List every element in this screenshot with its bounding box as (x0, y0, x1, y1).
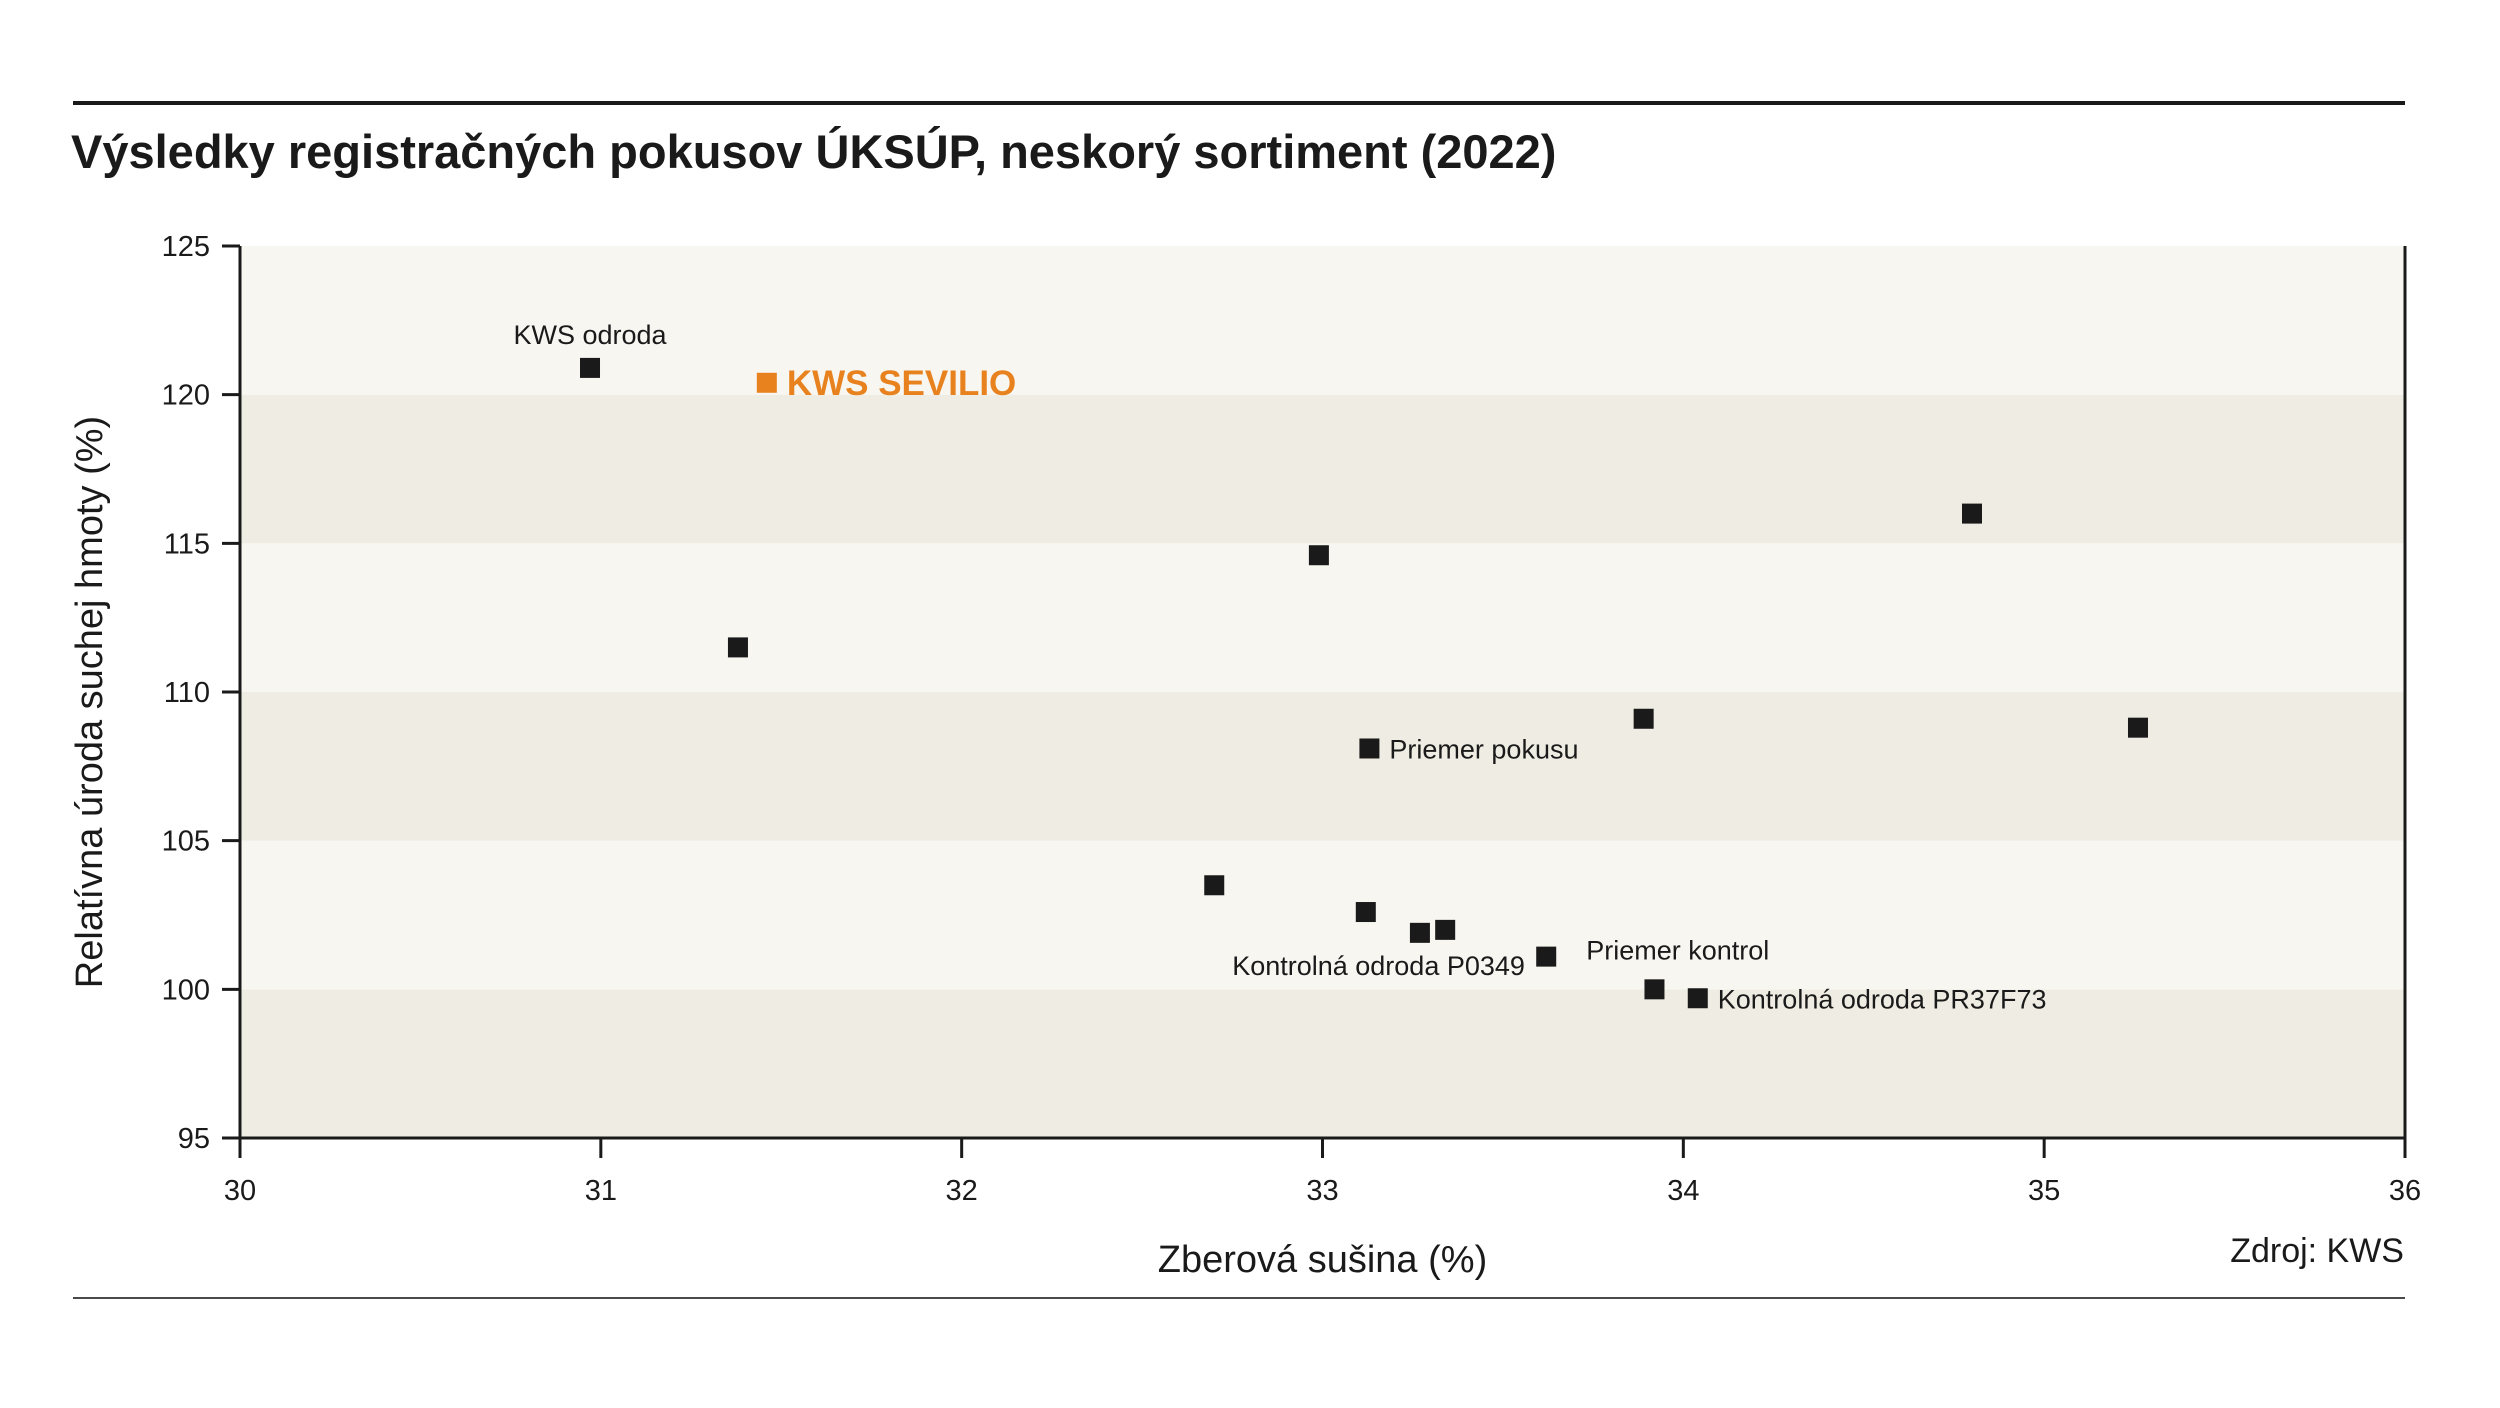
band-110-115 (240, 543, 2405, 692)
data-point-marker (1962, 503, 1982, 524)
x-tick-label: 30 (224, 1175, 256, 1207)
data-point-marker (1536, 946, 1557, 967)
y-tick-label: 120 (162, 380, 210, 412)
point-label: KWS odroda (513, 320, 667, 350)
x-tick-label: 34 (1667, 1175, 1699, 1207)
band-120-125 (240, 246, 2405, 395)
y-axis-ticks: 95 100 105 110 115 120 125 (162, 231, 240, 1155)
background-bands (240, 246, 2405, 1138)
data-point-marker (2127, 717, 2148, 738)
data-point-marker (1435, 919, 1456, 940)
data-points: KWS odroda KWS SEVILIO Priemer pokusu Kontr… (513, 320, 2148, 1014)
data-point-marker (1355, 902, 1376, 923)
band-100-105 (240, 840, 2405, 990)
y-tick-label: 115 (164, 528, 210, 560)
y-tick-label: 110 (164, 677, 210, 709)
band-115-120 (240, 394, 2405, 544)
y-tick-label: 100 (162, 974, 210, 1006)
top-rule (73, 101, 2405, 105)
y-axis-title: Relatívna úroda suchej hmoty (%) (69, 416, 111, 988)
y-tick-label: 95 (178, 1123, 210, 1155)
x-axis-ticks: 30 31 32 33 34 35 36 (224, 1138, 2421, 1207)
data-point-marker (1409, 922, 1430, 943)
x-axis-title: Zberová sušina (%) (1158, 1239, 1487, 1281)
point-label: Kontrolná odroda PR37F73 (1718, 984, 2047, 1014)
data-point-marker (1687, 988, 1708, 1009)
y-tick-label: 105 (162, 826, 210, 858)
point-label: Kontrolná odroda P0349 (1232, 951, 1525, 981)
point-label: Priemer pokusu (1389, 734, 1578, 764)
x-tick-label: 35 (2028, 1175, 2060, 1207)
data-point-marker (1359, 738, 1380, 759)
data-point-marker (1644, 979, 1665, 1000)
x-tick-label: 33 (1306, 1175, 1338, 1207)
chart-title: Výsledky registračných pokusov ÚKSÚP, ne… (71, 125, 1557, 178)
band-105-110 (240, 692, 2405, 841)
y-tick-label: 125 (162, 231, 210, 263)
x-tick-label: 31 (585, 1175, 617, 1207)
point-label: Priemer kontrol (1586, 936, 1769, 966)
data-point-marker (1633, 708, 1654, 729)
data-point-marker (580, 357, 601, 378)
highlight-point-label: KWS SEVILIO (787, 364, 1016, 403)
bottom-rule (73, 1297, 2405, 1299)
highlight-point-marker (756, 372, 777, 393)
band-95-100 (240, 989, 2405, 1138)
x-tick-label: 36 (2389, 1175, 2421, 1207)
data-point-marker (1308, 545, 1329, 566)
data-point-marker (727, 637, 748, 658)
x-tick-label: 32 (946, 1175, 978, 1207)
data-point-marker (1204, 875, 1225, 896)
source-note: Zdroj: KWS (2230, 1232, 2404, 1270)
